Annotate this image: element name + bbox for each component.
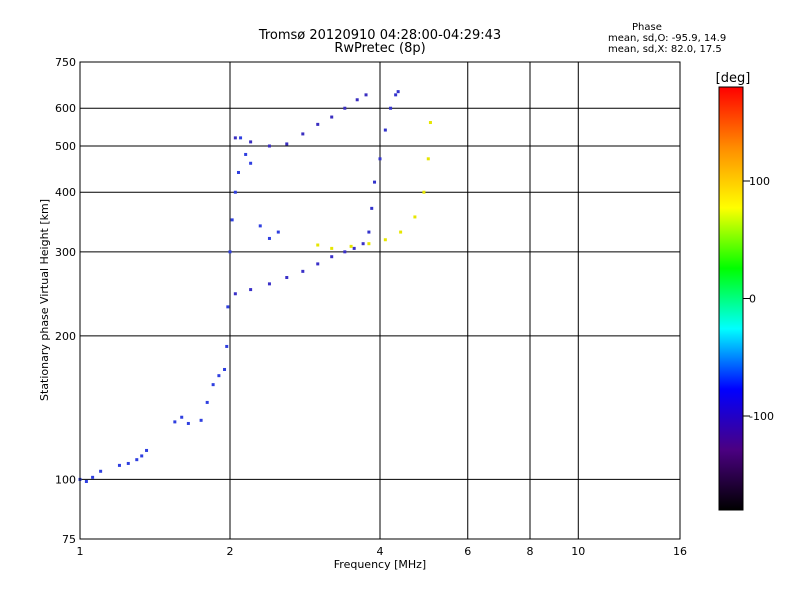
data-point xyxy=(91,475,95,479)
data-point xyxy=(349,244,353,248)
data-point xyxy=(199,418,203,422)
data-point xyxy=(428,121,432,125)
data-point xyxy=(383,238,387,242)
colorbar-ticks: 100 0 -100 xyxy=(743,175,774,423)
data-point xyxy=(276,230,280,234)
data-point xyxy=(316,243,320,247)
data-point xyxy=(249,288,253,292)
data-point xyxy=(413,215,417,219)
data-point xyxy=(249,161,253,165)
x-tick-label: 1 xyxy=(77,545,84,558)
data-point xyxy=(343,106,347,110)
colorbar-tick-label: 0 xyxy=(749,293,756,306)
phase-stats-o: mean, sd,O: -95.9, 14.9 xyxy=(608,33,727,44)
phase-title: Phase xyxy=(632,22,662,33)
data-point xyxy=(367,242,371,246)
data-point xyxy=(173,420,177,424)
grid-lines xyxy=(80,62,680,539)
data-point xyxy=(373,180,377,184)
data-point xyxy=(217,374,221,378)
data-point xyxy=(330,246,334,250)
data-point xyxy=(117,463,121,467)
data-point xyxy=(228,250,232,254)
data-point xyxy=(370,206,374,210)
x-tick-label: 4 xyxy=(377,545,384,558)
data-point xyxy=(267,236,271,240)
data-point xyxy=(186,421,190,425)
data-point xyxy=(316,262,320,266)
data-point xyxy=(140,454,144,458)
y-tick-label: 100 xyxy=(55,473,76,486)
y-tick-label: 600 xyxy=(55,102,76,115)
data-point xyxy=(301,132,305,136)
data-point xyxy=(145,448,149,452)
data-point xyxy=(361,242,365,246)
colorbar xyxy=(718,86,744,511)
data-point xyxy=(126,461,130,465)
y-tick-label: 500 xyxy=(55,140,76,153)
data-point xyxy=(285,142,289,146)
data-point xyxy=(239,136,243,140)
colorbar-tick-label: -100 xyxy=(749,410,774,423)
data-point xyxy=(223,367,227,371)
data-point xyxy=(355,98,359,102)
y-tick-label: 750 xyxy=(55,56,76,69)
data-point xyxy=(230,218,234,222)
data-point xyxy=(367,230,371,234)
data-point xyxy=(135,458,139,462)
data-point xyxy=(236,170,240,174)
data-point xyxy=(84,479,88,483)
data-point xyxy=(399,230,403,234)
y-axis-label: Stationary phase Virtual Height [km] xyxy=(38,199,51,401)
data-point xyxy=(316,122,320,126)
data-point xyxy=(225,344,229,348)
data-point xyxy=(301,269,305,273)
data-point xyxy=(258,224,262,228)
data-point xyxy=(396,90,400,94)
data-point xyxy=(233,136,237,140)
data-point xyxy=(330,255,334,259)
data-points xyxy=(78,90,432,483)
plot-frame xyxy=(79,61,681,540)
data-point xyxy=(99,469,103,473)
data-point xyxy=(249,140,253,144)
data-point xyxy=(180,415,184,419)
data-point xyxy=(267,144,271,148)
colorbar-tick-label: 100 xyxy=(749,175,770,188)
x-tick-label: 8 xyxy=(527,545,534,558)
x-tick-label: 16 xyxy=(673,545,687,558)
data-point xyxy=(389,106,393,110)
data-point xyxy=(267,282,271,286)
data-point xyxy=(285,276,289,280)
phase-stats-x: mean, sd,X: 82.0, 17.5 xyxy=(608,44,722,55)
data-point xyxy=(352,246,356,250)
data-point xyxy=(378,157,382,161)
data-point xyxy=(426,157,430,161)
x-tick-label: 2 xyxy=(227,545,234,558)
data-point xyxy=(244,152,248,156)
y-tick-label: 200 xyxy=(55,330,76,343)
data-point xyxy=(343,250,347,254)
data-point xyxy=(330,115,334,119)
data-point xyxy=(211,383,215,387)
data-point xyxy=(226,305,230,309)
y-tick-label: 400 xyxy=(55,186,76,199)
data-point xyxy=(394,93,398,97)
data-point xyxy=(233,292,237,296)
data-point xyxy=(233,190,237,194)
axis-ticks: 1 2 4 6 8 10 16 75 100 200 300 400 500 600 750 xyxy=(55,56,687,558)
x-tick-label: 6 xyxy=(464,545,471,558)
colorbar-label: [deg] xyxy=(716,71,751,86)
x-axis-label: Frequency [MHz] xyxy=(334,558,426,571)
x-tick-label: 10 xyxy=(571,545,585,558)
chart-subtitle: RwPretec (8p) xyxy=(334,41,426,56)
data-point xyxy=(383,128,387,132)
data-point xyxy=(422,190,426,194)
data-point xyxy=(205,400,209,404)
y-tick-label: 75 xyxy=(62,533,76,546)
data-point xyxy=(364,93,368,97)
y-tick-label: 300 xyxy=(55,246,76,259)
chart-title: Tromsø 20120910 04:28:00-04:29:43 xyxy=(258,28,502,43)
